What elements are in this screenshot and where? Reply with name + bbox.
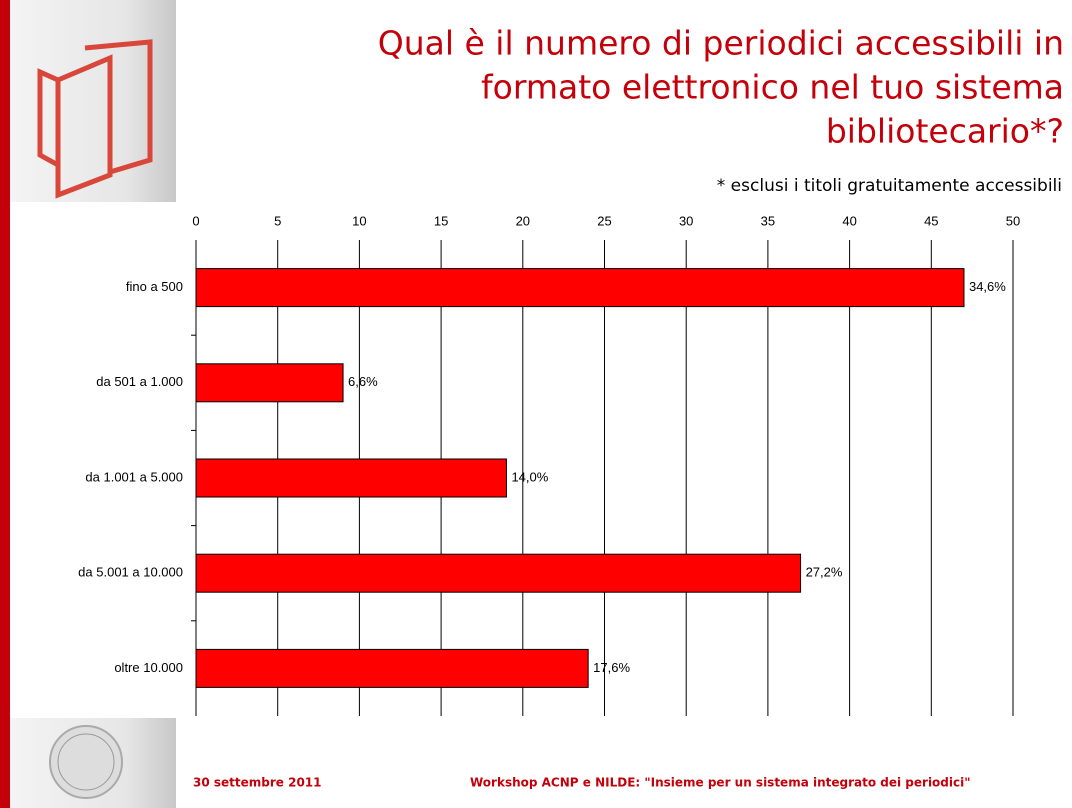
x-tick-label: 15 [434, 213, 448, 228]
x-tick-label: 30 [679, 213, 693, 228]
subtitle: * esclusi i titoli gratuitamente accessi… [717, 176, 1062, 196]
y-tick-label: da 501 a 1.000 [96, 374, 183, 389]
seal [49, 725, 123, 799]
x-tick-label: 5 [274, 213, 281, 228]
y-tick-label: fino a 500 [126, 279, 183, 294]
chart-title: Qual è il numero di periodici accessibil… [378, 24, 1064, 63]
footer-event: Workshop ACNP e NILDE: "Insieme per un s… [470, 776, 970, 790]
x-tick-label: 40 [842, 213, 856, 228]
data-label: 27,2% [806, 565, 843, 580]
y-tick-label: oltre 10.000 [114, 660, 183, 675]
footer-date: 30 settembre 2011 [193, 776, 322, 790]
y-tick-label: da 1.001 a 5.000 [85, 469, 183, 484]
data-label: 17,6% [593, 660, 630, 675]
logo [37, 39, 153, 199]
bar [195, 363, 344, 403]
bar [195, 268, 965, 308]
data-label: 34,6% [969, 279, 1006, 294]
bar [195, 553, 802, 593]
red-strip [0, 0, 10, 808]
x-tick-label: 50 [1006, 213, 1020, 228]
bar [195, 648, 589, 688]
x-tick-label: 45 [924, 213, 938, 228]
data-label: 14,0% [511, 469, 548, 484]
data-label: 6,6% [348, 374, 378, 389]
x-tick-label: 0 [192, 213, 199, 228]
x-tick-label: 25 [597, 213, 611, 228]
chart-title: bibliotecario*? [826, 112, 1064, 151]
chart-title: formato elettronico nel tuo sistema [481, 68, 1064, 107]
seal-ring [57, 733, 115, 791]
x-tick-label: 10 [352, 213, 366, 228]
bar [195, 458, 507, 498]
x-tick-label: 20 [516, 213, 530, 228]
y-tick-label: da 5.001 a 10.000 [78, 565, 183, 580]
x-tick-label: 35 [761, 213, 775, 228]
